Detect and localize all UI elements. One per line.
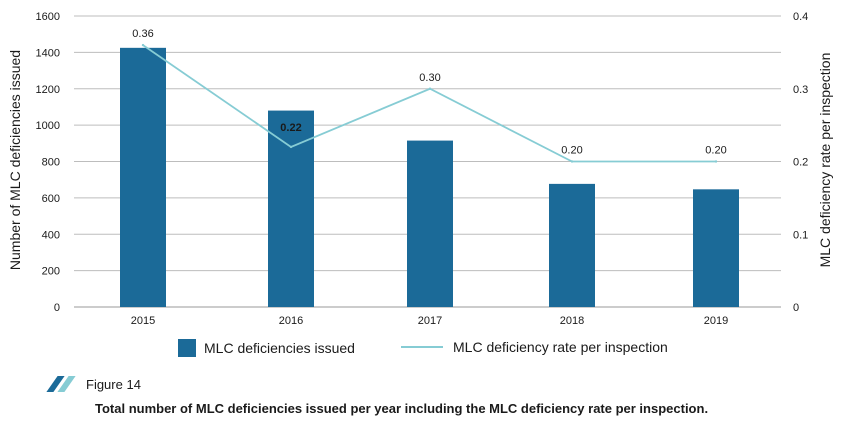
legend-label-bars: MLC deficiencies issued — [204, 340, 355, 356]
bar-series — [120, 47, 739, 307]
y-tick-label: 800 — [42, 157, 60, 169]
data-label: 0.22 — [280, 122, 301, 134]
y-tick-label: 1200 — [36, 84, 60, 96]
y-tick-label: 200 — [42, 266, 60, 278]
bar — [268, 110, 314, 307]
legend-line-swatch — [401, 346, 443, 348]
legend: MLC deficiencies issued MLC deficiency r… — [0, 339, 843, 361]
legend-bar-swatch — [178, 339, 196, 357]
line-series — [141, 43, 718, 163]
y-tick-label: 600 — [42, 193, 60, 205]
bar — [120, 47, 166, 307]
left-axis-ticks: 0 200 400 600 800 1000 1200 1400 1600 — [36, 11, 60, 314]
data-label: 0.36 — [132, 28, 153, 40]
line-point — [714, 160, 718, 163]
data-labels: 0.36 0.22 0.30 0.20 0.20 — [132, 28, 726, 156]
y-tick-label: 0 — [54, 302, 60, 314]
legend-item-bars: MLC deficiencies issued — [178, 339, 355, 357]
line-point — [570, 160, 574, 163]
double-slash-icon — [46, 376, 76, 392]
legend-label-line: MLC deficiency rate per inspection — [453, 339, 668, 355]
y-tick-label: 1400 — [36, 47, 60, 59]
right-axis-ticks: 0 0.1 0.2 0.3 0.4 — [793, 11, 808, 314]
x-axis-ticks: 2015 2016 2017 2018 2019 — [131, 315, 728, 327]
line-point — [141, 43, 145, 47]
bar — [407, 140, 453, 307]
chart: 0.360.220.300.20 0.20 0200400600800100012… — [7, 11, 833, 327]
y-tick-label: 1600 — [36, 11, 60, 23]
x-tick-label: 2016 — [279, 315, 303, 327]
x-tick-label: 2018 — [560, 315, 584, 327]
x-tick-label: 2019 — [704, 315, 728, 327]
data-label: 0.20 — [705, 145, 726, 157]
y2-tick-label: 0.4 — [793, 11, 808, 23]
y-tick-label: 1000 — [36, 120, 60, 132]
data-label: 0.30 — [419, 72, 440, 84]
y2-tick-label: 0 — [793, 302, 799, 314]
x-tick-label: 2015 — [131, 315, 155, 327]
data-label: 0.20 — [561, 145, 582, 157]
y-tick-label: 400 — [42, 229, 60, 241]
line-point — [289, 145, 293, 149]
bar — [693, 189, 739, 307]
x-tick-label: 2017 — [418, 315, 442, 327]
y2-tick-label: 0.1 — [793, 229, 808, 241]
figure-caption: Total number of MLC deficiencies issued … — [95, 401, 709, 416]
line-point — [428, 87, 432, 90]
legend-item-line: MLC deficiency rate per inspection — [401, 339, 668, 355]
bar — [549, 183, 595, 307]
figure-label: Figure 14 — [86, 376, 141, 392]
y2-tick-label: 0.2 — [793, 157, 808, 169]
left-axis-title: Number of MLC deficiencies issued — [7, 50, 23, 270]
right-axis-title: MLC deficiency rate per inspection — [817, 53, 833, 268]
figure-heading: Figure 14 — [46, 376, 141, 392]
y2-tick-label: 0.3 — [793, 84, 808, 96]
